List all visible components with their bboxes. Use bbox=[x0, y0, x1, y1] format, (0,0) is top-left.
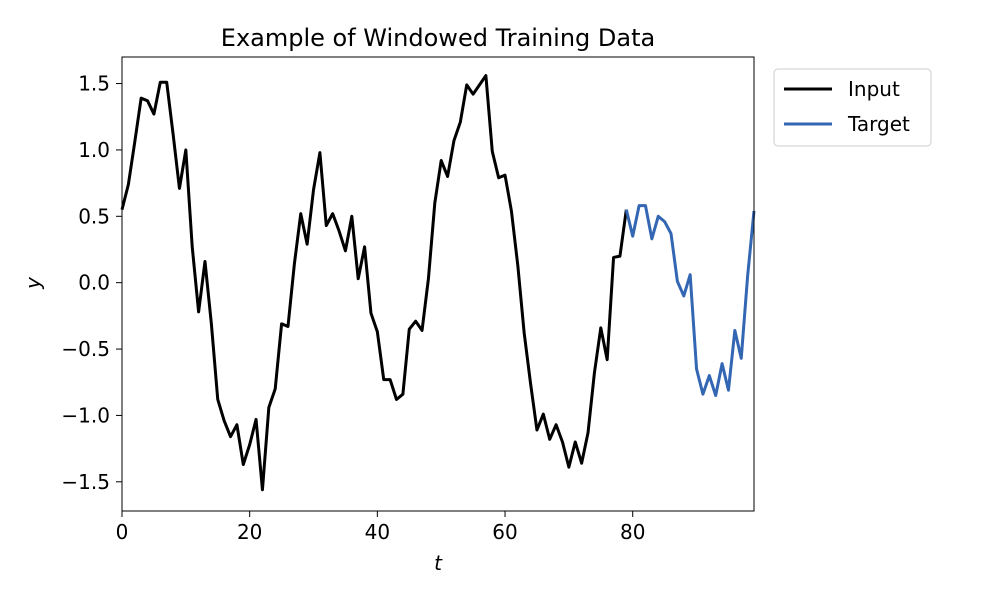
x-axis: 0 20 40 60 80 bbox=[116, 511, 645, 544]
plot-lines bbox=[120, 74, 756, 492]
x-tick-label: 0 bbox=[116, 520, 129, 544]
legend-label-target: Target bbox=[847, 112, 910, 136]
y-tick-label: −1.5 bbox=[61, 470, 110, 494]
x-tick-label: 80 bbox=[620, 520, 645, 544]
legend: Input Target bbox=[773, 68, 932, 147]
series-line-target bbox=[624, 204, 756, 398]
y-tick-label: −1.0 bbox=[61, 403, 110, 427]
y-tick-label: 1.5 bbox=[78, 72, 110, 96]
y-tick-label: 1.0 bbox=[78, 138, 110, 162]
x-tick-label: 20 bbox=[237, 520, 262, 544]
series-line-input bbox=[120, 74, 628, 492]
y-tick-label: −0.5 bbox=[61, 337, 110, 361]
y-tick-label: 0.0 bbox=[78, 271, 110, 295]
x-tick-label: 60 bbox=[492, 520, 517, 544]
x-tick-label: 40 bbox=[365, 520, 390, 544]
y-axis-label: y bbox=[21, 276, 45, 290]
legend-label-input: Input bbox=[848, 77, 900, 101]
y-axis: 1.5 1.0 0.5 0.0 −0.5 −1.0 −1.5 bbox=[61, 72, 122, 494]
y-tick-label: 0.5 bbox=[78, 204, 110, 228]
chart-title: Example of Windowed Training Data bbox=[221, 24, 655, 52]
plot-frame bbox=[121, 56, 755, 512]
x-axis-label: t bbox=[434, 551, 443, 575]
